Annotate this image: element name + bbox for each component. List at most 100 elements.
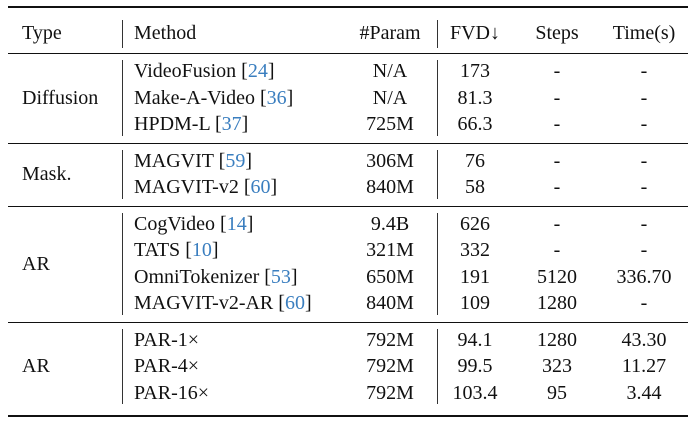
citation-link[interactable]: 10 — [191, 239, 212, 261]
table-row-time: - — [640, 292, 648, 314]
group-type-label: AR — [22, 252, 50, 275]
method-name: PAR-4× — [134, 355, 200, 377]
table-row-fvd: 103.4 — [452, 381, 498, 404]
method-name: MAGVIT-v2 — [134, 176, 239, 198]
group-divider-param — [437, 212, 438, 315]
table-row-method: CogVideo [14] — [134, 211, 253, 237]
group-type-label: AR — [22, 355, 50, 378]
table-row-time: - — [640, 60, 648, 82]
table-row-param: 840M — [366, 176, 414, 198]
table-row-steps: - — [553, 176, 561, 198]
table-row-steps: 323 — [542, 355, 572, 377]
table-row-fvd: 99.5 — [457, 355, 493, 377]
cite-bracket-open: [ — [213, 149, 226, 172]
group-separator-rule — [8, 205, 688, 207]
header-type: Type — [22, 22, 62, 44]
citation-link[interactable]: 60 — [250, 176, 271, 198]
table-row-param: 650M — [366, 265, 414, 288]
table-row-param: 792M — [366, 355, 414, 377]
group-divider-param — [437, 149, 438, 199]
table-row-fvd: 81.3 — [457, 86, 493, 109]
table-row-method: PAR-4× — [134, 353, 199, 379]
table-row-fvd: 626 — [460, 212, 490, 235]
cite-bracket-close: ] — [270, 176, 278, 198]
method-name: MAGVIT — [134, 149, 214, 172]
table-row-fvd: 66.3 — [457, 113, 493, 135]
table-row-steps: - — [553, 149, 561, 172]
table-row-time: - — [640, 212, 648, 235]
table-row-time: 3.44 — [626, 381, 662, 404]
table-row-param: 792M — [366, 328, 414, 351]
header-method: Method — [134, 22, 197, 44]
table-row-steps: 1280 — [537, 292, 577, 314]
group-type-label: Diffusion — [22, 86, 99, 109]
method-name: CogVideo — [134, 212, 216, 235]
table-row-fvd: 109 — [460, 292, 490, 314]
cite-bracket-close: ] — [246, 212, 254, 235]
table-row-fvd: 76 — [465, 149, 485, 172]
table-row-method: TATS [10] — [134, 237, 219, 263]
citation-link[interactable]: 14 — [226, 212, 247, 235]
citation-link[interactable]: 60 — [284, 292, 305, 314]
table-row-steps: 5120 — [537, 265, 577, 288]
method-name: MAGVIT-v2-AR — [134, 292, 274, 314]
table-row-method: MAGVIT-v2 [60] — [134, 174, 277, 200]
cite-bracket-close: ] — [286, 86, 294, 109]
table-row-fvd: 173 — [460, 60, 490, 82]
cite-bracket-close: ] — [241, 113, 249, 135]
group-divider-param — [437, 60, 438, 136]
table-row-time: - — [640, 149, 648, 172]
group-type-label: Mask. — [22, 163, 72, 185]
group-separator-rule — [8, 321, 688, 323]
group-divider-type — [122, 60, 123, 136]
citation-link[interactable]: 24 — [247, 60, 268, 82]
table-row-time: 11.27 — [621, 355, 667, 377]
table-row-param: N/A — [372, 86, 408, 109]
header-time: Time(s) — [612, 22, 676, 44]
table-row-method: HPDM-L [37] — [134, 111, 248, 137]
table-row-time: - — [640, 113, 648, 135]
table-row-steps: - — [553, 212, 561, 235]
table-row-method: Make-A-Video [36] — [134, 85, 293, 111]
table-row-fvd: 191 — [460, 265, 490, 288]
table-row-time: 43.30 — [621, 328, 667, 351]
method-name: OmniTokenizer — [134, 265, 260, 288]
cite-bracket-open: [ — [259, 265, 271, 288]
table-row-fvd: 332 — [460, 239, 490, 261]
table-row-time: 336.70 — [616, 265, 672, 288]
cite-bracket-open: [ — [209, 113, 222, 135]
cite-bracket-open: [ — [238, 176, 251, 198]
method-name: VideoFusion — [134, 60, 237, 82]
cite-bracket-close: ] — [304, 292, 312, 314]
table-row-method: MAGVIT [59] — [134, 148, 252, 174]
table-row-steps: - — [553, 239, 561, 261]
cite-bracket-close: ] — [211, 239, 219, 261]
table-row-time: - — [640, 176, 648, 198]
group-separator-rule — [8, 142, 688, 144]
table-row-steps: - — [553, 86, 561, 109]
group-divider-type — [122, 149, 123, 199]
table-row-param: 306M — [366, 149, 414, 172]
citation-link[interactable]: 59 — [225, 149, 246, 172]
citation-link[interactable]: 53 — [270, 265, 291, 288]
table-row-method: MAGVIT-v2-AR [60] — [134, 290, 312, 316]
cite-bracket-close: ] — [290, 265, 298, 288]
header-divider-type — [122, 20, 123, 48]
table-row-method: VideoFusion [24] — [134, 58, 274, 84]
table-row-method: PAR-1× — [134, 327, 199, 353]
cite-bracket-close: ] — [245, 149, 252, 172]
table-row-param: 321M — [366, 239, 414, 261]
table-top-rule — [8, 6, 688, 8]
method-name: Make-A-Video — [134, 86, 255, 109]
cite-bracket-open: [ — [180, 239, 192, 261]
table-row-steps: 95 — [547, 381, 567, 404]
method-name: PAR-1× — [134, 328, 200, 351]
table-row-method: OmniTokenizer [53] — [134, 264, 298, 290]
citation-link[interactable]: 36 — [266, 86, 287, 109]
header-divider-param — [437, 20, 438, 48]
citation-link[interactable]: 37 — [221, 113, 242, 135]
method-name: PAR-16× — [134, 381, 210, 404]
table-row-method: PAR-16× — [134, 380, 209, 406]
cite-bracket-open: [ — [273, 292, 285, 314]
table-row-steps: - — [553, 113, 561, 135]
